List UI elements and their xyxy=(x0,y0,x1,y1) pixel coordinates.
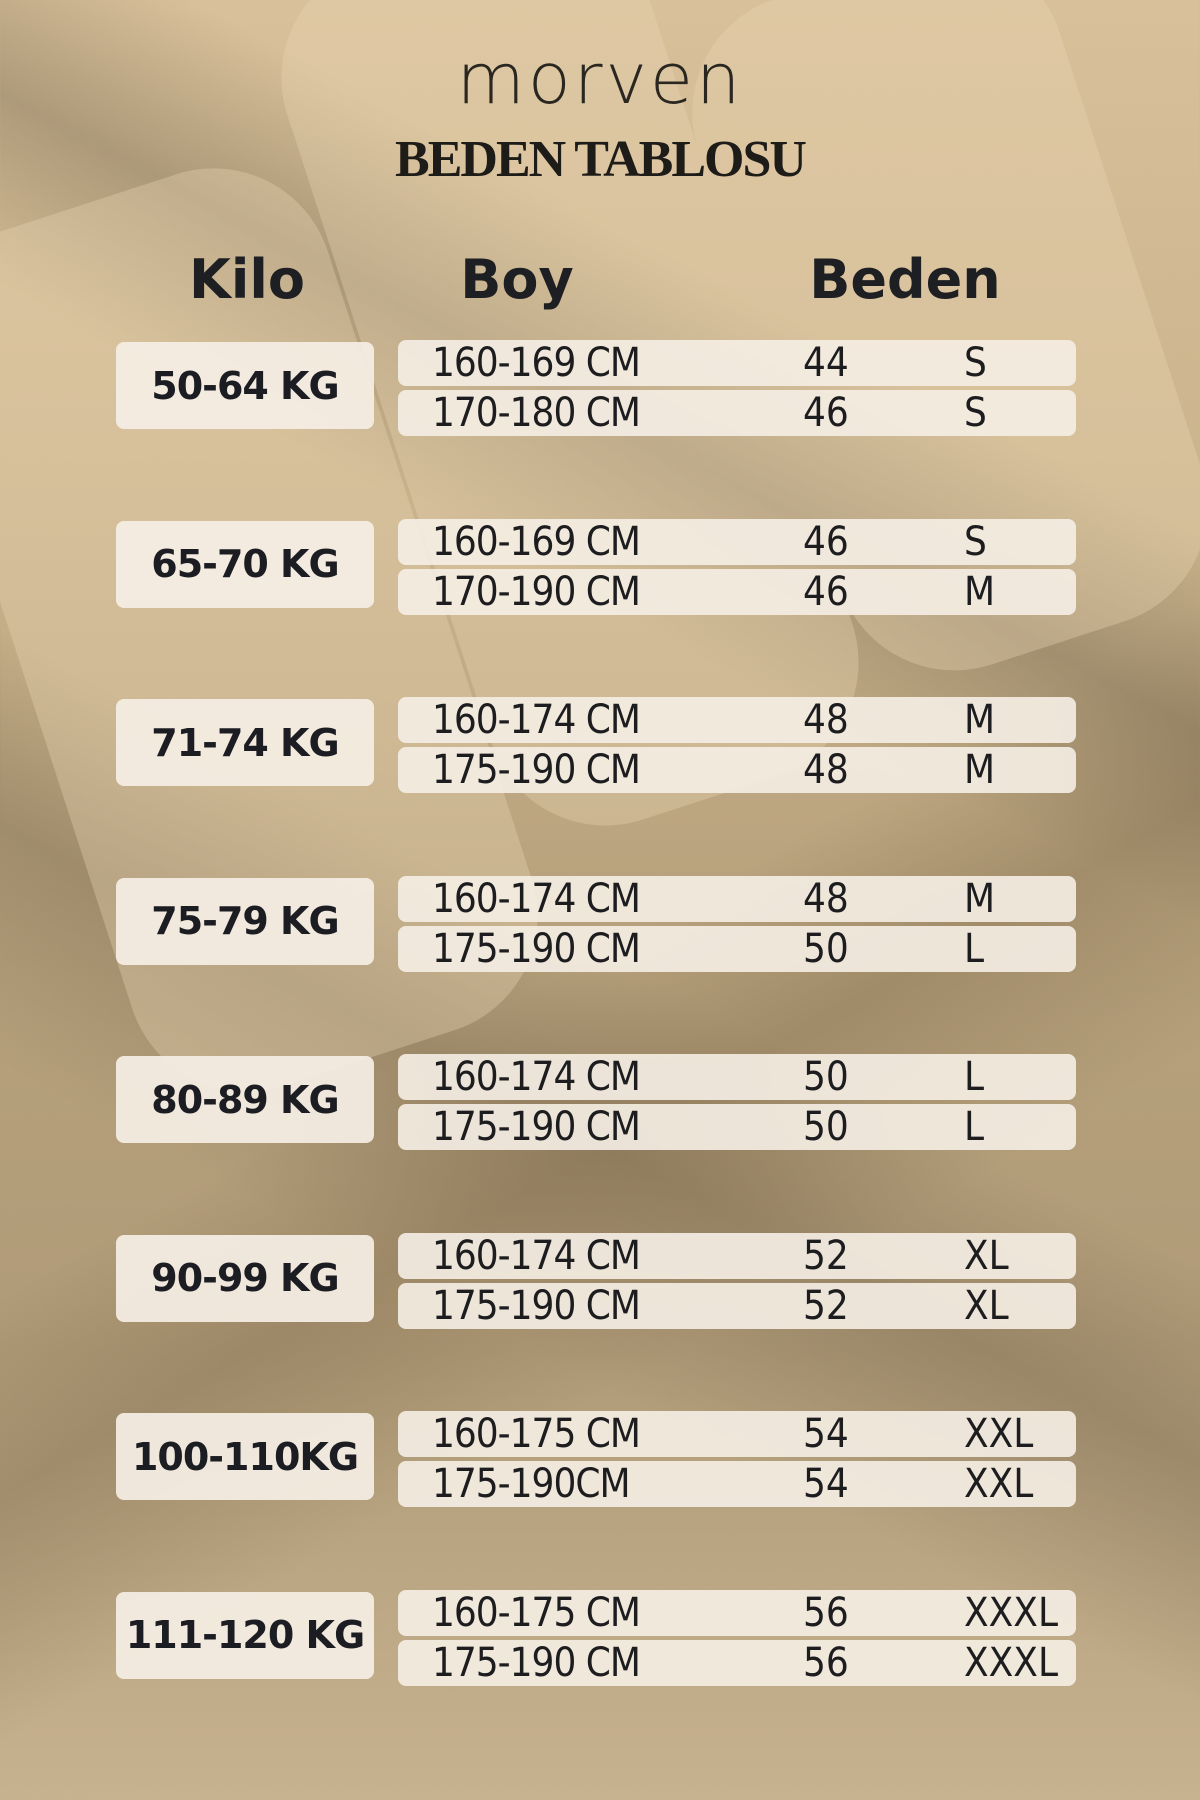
size-number: 52 xyxy=(803,1282,849,1329)
size-row: 175-190 CM 50 L xyxy=(398,925,1076,972)
size-letter: L xyxy=(964,1104,985,1150)
size-row: 170-190 CM 46 M xyxy=(398,568,1076,615)
size-row: 175-190 CM 56 XXXL xyxy=(398,1639,1076,1686)
size-group: 75-79 KG 160-174 CM 48 M 175-190 CM 50 L xyxy=(0,875,1200,976)
boy-range: 175-190 CM xyxy=(432,925,641,972)
kilo-range: 71-74 KG xyxy=(116,699,374,786)
size-number: 50 xyxy=(803,1104,849,1150)
size-row: 160-175 CM 54 XXL xyxy=(398,1411,1076,1457)
brand-logo: morven xyxy=(456,38,744,120)
size-number: 44 xyxy=(803,340,849,386)
size-number: 52 xyxy=(803,1232,849,1279)
header-boy: Boy xyxy=(460,248,574,311)
size-row: 160-174 CM 52 XL xyxy=(398,1232,1076,1279)
size-group: 111-120 KG 160-175 CM 56 XXXL 175-190 CM… xyxy=(0,1589,1200,1690)
size-letter: M xyxy=(964,875,996,922)
boy-range: 160-174 CM xyxy=(432,697,641,743)
size-number: 54 xyxy=(803,1461,849,1507)
header-beden: Beden xyxy=(809,248,1001,311)
size-letter: M xyxy=(964,697,996,743)
kilo-range: 100-110KG xyxy=(116,1413,374,1500)
page-title: BEDEN TABLOSU xyxy=(395,131,807,188)
size-number: 46 xyxy=(803,390,849,436)
size-number: 48 xyxy=(803,747,849,793)
size-row: 175-190 CM 50 L xyxy=(398,1104,1076,1150)
boy-range: 175-190 CM xyxy=(432,1282,641,1329)
size-letter: S xyxy=(964,390,987,436)
size-number: 50 xyxy=(803,925,849,972)
size-group: 65-70 KG 160-169 CM 46 S 170-190 CM 46 M xyxy=(0,518,1200,619)
size-group: 100-110KG 160-175 CM 54 XXL 175-190CM 54… xyxy=(0,1411,1200,1511)
size-letter: XXL xyxy=(964,1461,1034,1507)
size-row: 160-174 CM 48 M xyxy=(398,875,1076,922)
boy-range: 160-175 CM xyxy=(432,1411,641,1457)
boy-range: 160-174 CM xyxy=(432,875,641,922)
boy-range: 170-190 CM xyxy=(432,568,641,615)
boy-range: 160-175 CM xyxy=(432,1589,641,1636)
size-row: 175-190 CM 48 M xyxy=(398,747,1076,793)
size-letter: XL xyxy=(964,1282,1009,1329)
boy-range: 160-174 CM xyxy=(432,1232,641,1279)
header-kilo: Kilo xyxy=(189,248,305,311)
size-letter: XXL xyxy=(964,1411,1034,1457)
size-number: 46 xyxy=(803,518,849,565)
size-letter: M xyxy=(964,747,996,793)
size-letter: L xyxy=(964,925,985,972)
kilo-range: 90-99 KG xyxy=(116,1234,374,1322)
size-row: 160-169 CM 46 S xyxy=(398,518,1076,565)
boy-range: 170-180 CM xyxy=(432,390,641,436)
size-number: 56 xyxy=(803,1589,849,1636)
kilo-range: 80-89 KG xyxy=(116,1056,374,1143)
boy-range: 160-169 CM xyxy=(432,340,641,386)
size-number: 48 xyxy=(803,875,849,922)
size-row: 175-190CM 54 XXL xyxy=(398,1461,1076,1507)
size-letter: S xyxy=(964,340,987,386)
size-group: 80-89 KG 160-174 CM 50 L 175-190 CM 50 L xyxy=(0,1054,1200,1154)
size-number: 50 xyxy=(803,1054,849,1100)
size-number: 48 xyxy=(803,697,849,743)
size-group: 71-74 KG 160-174 CM 48 M 175-190 CM 48 M xyxy=(0,697,1200,797)
size-letter: M xyxy=(964,568,996,615)
size-row: 160-174 CM 48 M xyxy=(398,697,1076,743)
size-number: 46 xyxy=(803,568,849,615)
boy-range: 175-190 CM xyxy=(432,747,641,793)
boy-range: 175-190CM xyxy=(432,1461,631,1507)
size-row: 170-180 CM 46 S xyxy=(398,390,1076,436)
kilo-range: 50-64 KG xyxy=(116,342,374,429)
kilo-range: 65-70 KG xyxy=(116,520,374,608)
size-group: 50-64 KG 160-169 CM 44 S 170-180 CM 46 S xyxy=(0,340,1200,440)
size-row: 160-175 CM 56 XXXL xyxy=(398,1589,1076,1636)
boy-range: 175-190 CM xyxy=(432,1639,641,1686)
size-row: 175-190 CM 52 XL xyxy=(398,1282,1076,1329)
size-letter: XL xyxy=(964,1232,1009,1279)
size-letter: XXXL xyxy=(964,1639,1058,1686)
kilo-range: 111-120 KG xyxy=(116,1591,374,1679)
boy-range: 160-174 CM xyxy=(432,1054,641,1100)
size-letter: S xyxy=(964,518,987,565)
size-row: 160-169 CM 44 S xyxy=(398,340,1076,386)
size-group: 90-99 KG 160-174 CM 52 XL 175-190 CM 52 … xyxy=(0,1232,1200,1333)
size-number: 54 xyxy=(803,1411,849,1457)
size-letter: L xyxy=(964,1054,985,1100)
boy-range: 175-190 CM xyxy=(432,1104,641,1150)
size-letter: XXXL xyxy=(964,1589,1058,1636)
size-number: 56 xyxy=(803,1639,849,1686)
size-row: 160-174 CM 50 L xyxy=(398,1054,1076,1100)
kilo-range: 75-79 KG xyxy=(116,877,374,965)
boy-range: 160-169 CM xyxy=(432,518,641,565)
